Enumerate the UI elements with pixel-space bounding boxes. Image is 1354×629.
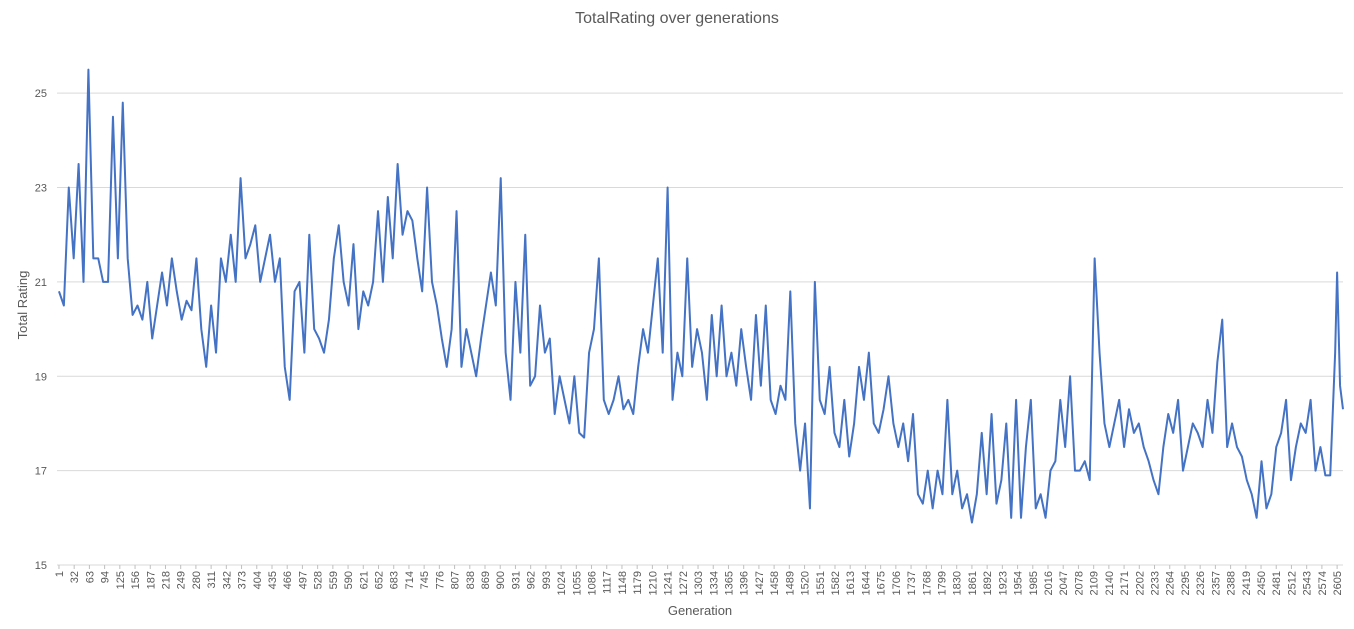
y-tick-label: 15 xyxy=(35,560,47,572)
x-tick-label: 1954 xyxy=(1013,571,1025,595)
x-tick-label: 2295 xyxy=(1180,571,1192,595)
x-tick-label: 1799 xyxy=(936,571,948,595)
x-tick-label: 1985 xyxy=(1028,571,1040,595)
x-tick-label: 1427 xyxy=(754,571,766,595)
x-tick-label: 218 xyxy=(160,571,172,589)
x-tick-label: 1675 xyxy=(876,571,888,595)
x-tick-label: 993 xyxy=(541,571,553,589)
x-tick-label: 1210 xyxy=(647,571,659,595)
x-tick-label: 2543 xyxy=(1302,571,1314,595)
x-tick-label: 1396 xyxy=(739,571,751,595)
x-tick-label: 590 xyxy=(343,571,355,589)
y-tick-label: 19 xyxy=(35,371,47,383)
x-tick-label: 1861 xyxy=(967,571,979,595)
x-tick-label: 559 xyxy=(328,571,340,589)
x-tick-label: 249 xyxy=(176,571,188,589)
y-tick-label: 17 xyxy=(35,466,47,478)
chart-title: TotalRating over generations xyxy=(575,10,779,27)
x-tick-label: 404 xyxy=(252,571,264,589)
x-tick-label: 2233 xyxy=(1150,571,1162,595)
x-tick-label: 1148 xyxy=(617,571,629,595)
x-tick-label: 1551 xyxy=(815,571,827,595)
x-tick-label: 1055 xyxy=(571,571,583,595)
x-tick-label: 714 xyxy=(404,571,416,589)
x-tick-label: 2512 xyxy=(1286,571,1298,595)
x-tick-label: 621 xyxy=(358,571,370,589)
x-tick-label: 2481 xyxy=(1271,571,1283,595)
x-tick-label: 962 xyxy=(526,571,538,589)
x-tick-label: 2109 xyxy=(1089,571,1101,595)
x-axis-title: Generation xyxy=(668,603,732,618)
x-tick-label: 2574 xyxy=(1317,571,1329,595)
x-tick-label: 900 xyxy=(495,571,507,589)
y-tick-label: 23 xyxy=(35,183,47,195)
x-tick-label: 1179 xyxy=(632,571,644,595)
x-tick-label: 1520 xyxy=(800,571,812,595)
x-tick-label: 2326 xyxy=(1195,571,1207,595)
x-tick-label: 2357 xyxy=(1210,571,1222,595)
x-tick-label: 1272 xyxy=(678,571,690,595)
x-tick-label: 2264 xyxy=(1165,571,1177,595)
x-tick-label: 280 xyxy=(191,571,203,589)
x-tick-label: 32 xyxy=(69,571,81,583)
x-tick-label: 1 xyxy=(54,571,66,577)
x-tick-label: 2202 xyxy=(1134,571,1146,595)
x-tick-label: 1024 xyxy=(556,571,568,595)
y-tick-label: 21 xyxy=(35,277,47,289)
x-tick-label: 125 xyxy=(115,571,127,589)
x-tick-label: 1613 xyxy=(845,571,857,595)
x-tick-label: 2047 xyxy=(1058,571,1070,595)
x-tick-label: 1830 xyxy=(952,571,964,595)
x-tick-label: 187 xyxy=(145,571,157,589)
x-tick-label: 1737 xyxy=(906,571,918,595)
x-tick-label: 1241 xyxy=(663,571,675,595)
x-tick-label: 1644 xyxy=(860,571,872,595)
x-tick-label: 2171 xyxy=(1119,571,1131,595)
x-tick-label: 652 xyxy=(374,571,386,589)
x-tick-label: 1892 xyxy=(982,571,994,595)
x-tick-label: 528 xyxy=(313,571,325,589)
x-tick-label: 2450 xyxy=(1256,571,1268,595)
x-tick-label: 1117 xyxy=(602,571,614,594)
x-tick-label: 1706 xyxy=(891,571,903,595)
y-tick-label: 25 xyxy=(35,88,47,100)
x-tick-label: 94 xyxy=(100,571,112,583)
x-tick-label: 63 xyxy=(84,571,96,583)
x-tick-label: 1923 xyxy=(997,571,1009,595)
x-tick-label: 2419 xyxy=(1241,571,1253,595)
x-tick-label: 2605 xyxy=(1332,571,1344,595)
x-tick-label: 1768 xyxy=(921,571,933,595)
x-tick-label: 838 xyxy=(465,571,477,589)
x-tick-label: 683 xyxy=(389,571,401,589)
x-tick-label: 156 xyxy=(130,571,142,589)
data-line xyxy=(58,68,1344,524)
x-tick-label: 2078 xyxy=(1073,571,1085,595)
x-tick-label: 466 xyxy=(282,571,294,589)
x-tick-label: 869 xyxy=(480,571,492,589)
x-tick-label: 776 xyxy=(434,571,446,589)
x-tick-label: 807 xyxy=(450,571,462,589)
x-tick-label: 2016 xyxy=(1043,571,1055,595)
y-axis-title: Total Rating xyxy=(15,271,30,340)
x-tick-label: 745 xyxy=(419,571,431,589)
x-tick-label: 373 xyxy=(237,571,249,589)
x-tick-label: 1086 xyxy=(587,571,599,595)
x-tick-label: 342 xyxy=(221,571,233,589)
x-tick-label: 1458 xyxy=(769,571,781,595)
x-tick-label: 1303 xyxy=(693,571,705,595)
x-tick-label: 2140 xyxy=(1104,571,1116,595)
x-tick-label: 1365 xyxy=(723,571,735,595)
x-tick-label: 435 xyxy=(267,571,279,589)
x-tick-label: 931 xyxy=(510,571,522,589)
x-tick-label: 497 xyxy=(297,571,309,589)
x-tick-label: 1334 xyxy=(708,571,720,595)
x-tick-label: 1489 xyxy=(784,571,796,595)
x-tick-label: 311 xyxy=(206,571,218,589)
x-tick-label: 2388 xyxy=(1226,571,1238,595)
x-tick-label: 1582 xyxy=(830,571,842,595)
